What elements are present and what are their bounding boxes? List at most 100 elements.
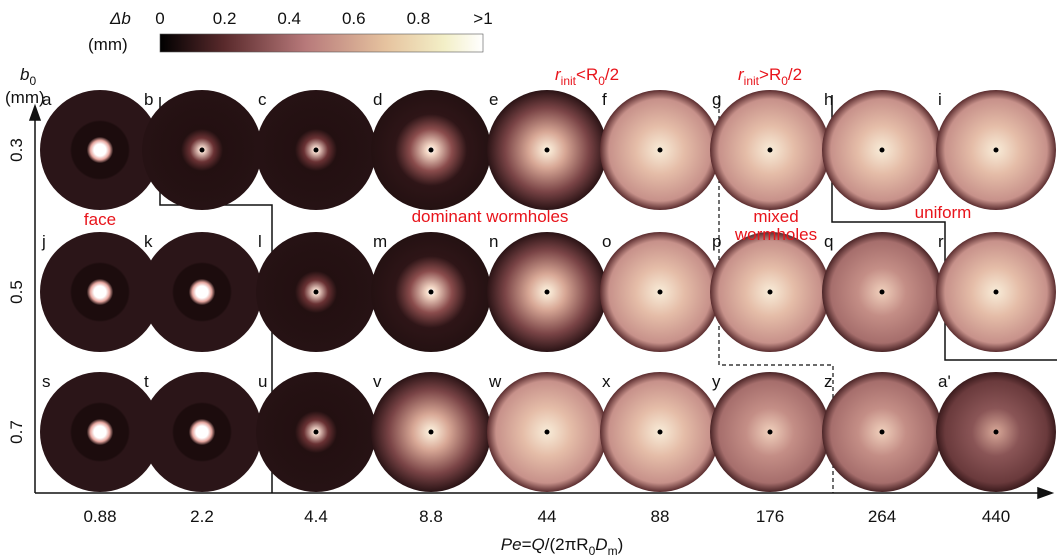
colorbar-tick-label: 0.6 bbox=[342, 9, 366, 28]
disk-center bbox=[768, 148, 773, 153]
panel-letter: z bbox=[824, 372, 833, 391]
disk-center bbox=[994, 290, 999, 295]
disk-center bbox=[97, 147, 103, 153]
colorbar-tick-label: 0.2 bbox=[213, 9, 237, 28]
panel-letter: w bbox=[488, 372, 502, 391]
panel-letter: d bbox=[373, 90, 382, 109]
column-label: 8.8 bbox=[419, 507, 443, 526]
panel-letter: p bbox=[712, 232, 721, 251]
x-axis-title-part: Q bbox=[532, 535, 545, 554]
regime-title-part: /2 bbox=[605, 65, 619, 84]
disk-center bbox=[545, 148, 550, 153]
column-label: 44 bbox=[538, 507, 557, 526]
panel-letter: y bbox=[712, 372, 721, 391]
disk-center bbox=[200, 148, 205, 153]
disk-center bbox=[314, 290, 319, 295]
column-label: 0.88 bbox=[83, 507, 116, 526]
colorbar bbox=[160, 34, 483, 52]
panel-letter: c bbox=[258, 90, 267, 109]
column-label: 4.4 bbox=[304, 507, 328, 526]
disk-center bbox=[658, 290, 663, 295]
regime-label: dominant wormholes bbox=[412, 207, 569, 226]
disk-center bbox=[314, 430, 319, 435]
colorbar-tick-label: >1 bbox=[473, 9, 492, 28]
figure: Δb(mm)00.20.40.60.8>1b0(mm)Pe=Q/(2πR0Dm)… bbox=[0, 0, 1057, 560]
disk-center bbox=[768, 430, 773, 435]
disk-center bbox=[429, 290, 434, 295]
row-label: 0.7 bbox=[7, 420, 26, 444]
disk-center bbox=[199, 429, 205, 435]
panel-letter: a bbox=[42, 90, 52, 109]
y-axis-symbol: b bbox=[20, 65, 29, 84]
disk-center bbox=[314, 148, 319, 153]
colorbar-unit: (mm) bbox=[88, 35, 128, 54]
panel-letter: m bbox=[373, 232, 387, 251]
panel-letter: l bbox=[258, 232, 262, 251]
regime-title: rinit>R0/2 bbox=[738, 65, 802, 88]
y-axis-subscript: 0 bbox=[29, 74, 36, 88]
panel-letter: q bbox=[824, 232, 833, 251]
disk-center bbox=[545, 290, 550, 295]
regime-title-part: init bbox=[744, 74, 760, 88]
regime-title: rinit<R0/2 bbox=[555, 65, 619, 88]
regime-label: wormholes bbox=[734, 225, 817, 244]
x-axis-title-part: D bbox=[595, 535, 607, 554]
panel-letter: v bbox=[373, 372, 382, 391]
panel-letter: s bbox=[42, 372, 51, 391]
x-axis-title-part: = bbox=[522, 535, 532, 554]
y-axis-unit: (mm) bbox=[5, 88, 45, 107]
row-label: 0.3 bbox=[7, 138, 26, 162]
disk-center bbox=[880, 430, 885, 435]
disk-center bbox=[429, 430, 434, 435]
panel-letter: h bbox=[824, 90, 833, 109]
panel-letter: j bbox=[41, 232, 46, 251]
colorbar-tick-label: 0.4 bbox=[277, 9, 301, 28]
x-axis-title-part: ) bbox=[618, 535, 624, 554]
panel-letter: n bbox=[489, 232, 498, 251]
regime-label: mixed bbox=[753, 207, 798, 226]
regime-label: uniform bbox=[915, 203, 972, 222]
column-label: 264 bbox=[868, 507, 896, 526]
disk-center bbox=[880, 148, 885, 153]
panel-letter: x bbox=[602, 372, 611, 391]
panel-letter: u bbox=[258, 372, 267, 391]
column-label: 176 bbox=[756, 507, 784, 526]
disk-center bbox=[199, 289, 205, 295]
colorbar-tick-label: 0 bbox=[155, 9, 164, 28]
panel-letter: f bbox=[602, 90, 607, 109]
disk-center bbox=[658, 430, 663, 435]
disk-center bbox=[429, 148, 434, 153]
x-axis-title-part: /(2πR bbox=[545, 535, 589, 554]
row-label: 0.5 bbox=[7, 280, 26, 304]
column-label: 2.2 bbox=[190, 507, 214, 526]
panel-letter: t bbox=[144, 372, 149, 391]
regime-title-part: >R bbox=[759, 65, 781, 84]
y-axis-title: b0 bbox=[20, 65, 36, 88]
disk-center bbox=[994, 430, 999, 435]
colorbar-tick-label: 0.8 bbox=[407, 9, 431, 28]
panel-letter: b bbox=[144, 90, 153, 109]
panel-letter: o bbox=[602, 232, 611, 251]
panel-letter: r bbox=[938, 232, 944, 251]
panel-letter: k bbox=[144, 232, 153, 251]
disk-center bbox=[545, 430, 550, 435]
disk-center bbox=[658, 148, 663, 153]
x-axis-title-part: Pe bbox=[501, 535, 522, 554]
panel-letter: e bbox=[489, 90, 498, 109]
disk-center bbox=[97, 429, 103, 435]
disk-center bbox=[97, 289, 103, 295]
regime-title-part: /2 bbox=[788, 65, 802, 84]
disk-center bbox=[768, 290, 773, 295]
disk-center bbox=[994, 148, 999, 153]
colorbar-symbol: Δb bbox=[109, 9, 131, 28]
x-axis-title-part: m bbox=[608, 544, 618, 558]
column-label: 88 bbox=[651, 507, 670, 526]
disk-center bbox=[880, 290, 885, 295]
panel-letter: i bbox=[938, 90, 942, 109]
column-label: 440 bbox=[982, 507, 1010, 526]
x-axis-title: Pe=Q/(2πR0Dm) bbox=[501, 535, 623, 558]
regime-title-part: init bbox=[561, 74, 577, 88]
regime-title-part: <R bbox=[576, 65, 598, 84]
regime-label: face bbox=[84, 210, 116, 229]
panel-letter: a' bbox=[938, 372, 951, 391]
